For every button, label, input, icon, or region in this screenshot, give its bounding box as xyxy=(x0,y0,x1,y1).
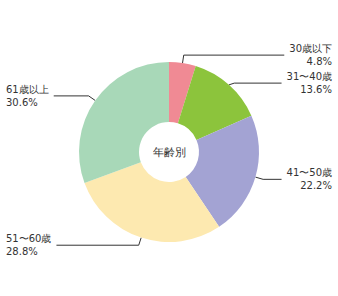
svg-text:22.2%: 22.2% xyxy=(300,180,332,191)
svg-text:年齢別: 年齢別 xyxy=(153,146,186,159)
svg-text:30歳以下: 30歳以下 xyxy=(289,43,332,54)
svg-text:13.6%: 13.6% xyxy=(300,84,332,95)
svg-text:31〜40歳: 31〜40歳 xyxy=(287,71,332,82)
svg-text:41〜50歳: 41〜50歳 xyxy=(287,167,332,178)
svg-text:28.8%: 28.8% xyxy=(6,246,38,257)
svg-text:30.6%: 30.6% xyxy=(6,97,38,108)
svg-text:51〜60歳: 51〜60歳 xyxy=(6,233,51,244)
svg-text:4.8%: 4.8% xyxy=(307,56,332,67)
svg-text:61歳以上: 61歳以上 xyxy=(6,84,49,95)
